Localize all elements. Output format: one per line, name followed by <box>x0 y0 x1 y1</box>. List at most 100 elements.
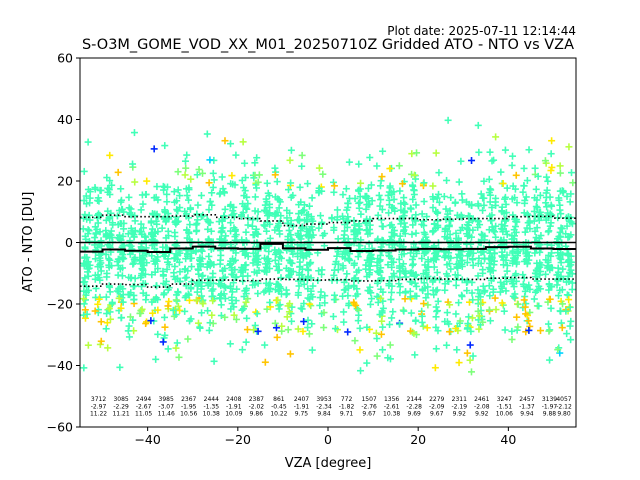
data-point <box>266 298 274 306</box>
bin-count: 2387 <box>249 396 264 403</box>
data-point <box>357 179 365 187</box>
data-point <box>333 206 341 214</box>
data-point <box>186 221 194 229</box>
data-point <box>84 138 92 146</box>
data-point <box>509 292 517 300</box>
data-point <box>377 196 385 204</box>
data-point <box>219 266 227 274</box>
data-point <box>254 208 262 216</box>
data-point <box>386 252 394 260</box>
data-point <box>479 282 487 290</box>
data-point <box>249 278 257 286</box>
data-point <box>390 188 398 196</box>
data-point <box>557 319 565 327</box>
data-point <box>376 268 384 276</box>
data-point <box>271 210 279 218</box>
data-point <box>388 221 396 229</box>
bin-mean: -2.09 <box>429 403 445 410</box>
data-point <box>531 227 539 235</box>
data-point <box>84 272 92 280</box>
data-point <box>124 327 132 335</box>
data-point <box>209 169 217 177</box>
data-point <box>363 359 371 367</box>
data-point <box>447 265 455 273</box>
data-point <box>147 317 155 325</box>
data-point <box>221 313 229 321</box>
data-point <box>339 292 347 300</box>
data-point <box>283 313 291 321</box>
bin-std: 10.56 <box>180 411 197 418</box>
data-point <box>102 227 110 235</box>
data-point <box>79 225 87 233</box>
data-point <box>420 300 428 308</box>
data-point <box>304 266 312 274</box>
data-point <box>533 204 541 212</box>
data-point <box>547 167 555 175</box>
data-point <box>248 222 256 230</box>
data-point <box>379 147 387 155</box>
data-point <box>356 198 364 206</box>
data-point <box>524 248 532 256</box>
data-point <box>229 207 237 215</box>
data-point <box>95 274 103 282</box>
data-point <box>479 231 487 239</box>
bin-stat: 772-1.829.71 <box>339 396 355 418</box>
data-point <box>186 254 194 262</box>
data-point <box>486 317 494 325</box>
data-point <box>353 268 361 276</box>
data-point <box>497 168 505 176</box>
data-point <box>137 206 145 214</box>
data-point <box>209 319 217 327</box>
data-point <box>520 182 528 190</box>
data-point <box>188 278 196 286</box>
data-point <box>497 242 505 250</box>
data-point <box>434 327 442 335</box>
bin-mean: -1.91 <box>226 403 242 410</box>
data-point <box>373 162 381 170</box>
data-point <box>479 206 487 214</box>
data-point <box>509 280 517 288</box>
data-point <box>477 259 485 267</box>
data-point <box>410 171 418 179</box>
bin-count: 772 <box>341 396 353 403</box>
data-point <box>196 323 204 331</box>
bin-stat: 2407-1.919.75 <box>294 396 310 418</box>
data-point <box>373 292 381 300</box>
data-point <box>233 285 241 293</box>
data-point <box>217 282 225 290</box>
data-point <box>379 288 387 296</box>
bin-mean: -1.82 <box>339 403 355 410</box>
bin-count: 2494 <box>136 396 151 403</box>
data-point <box>390 258 398 266</box>
data-point <box>433 268 441 276</box>
data-point <box>120 255 128 263</box>
data-point <box>205 326 213 334</box>
data-point <box>365 271 373 279</box>
data-point <box>375 191 383 199</box>
bin-std: 9.67 <box>362 411 376 418</box>
data-point <box>151 260 159 268</box>
data-point <box>400 307 408 315</box>
y-tick-label: 40 <box>57 112 73 127</box>
data-point <box>531 164 539 172</box>
data-point <box>261 254 269 262</box>
data-point <box>566 322 574 330</box>
data-point <box>261 358 269 366</box>
data-point <box>204 225 212 233</box>
data-point <box>399 227 407 235</box>
bin-stat: 2311-2.199.92 <box>452 396 468 418</box>
data-point <box>500 261 508 269</box>
data-point <box>366 221 374 229</box>
data-point <box>503 251 511 259</box>
data-point <box>185 196 193 204</box>
data-point <box>492 222 500 230</box>
data-point <box>304 210 312 218</box>
data-point <box>502 216 510 224</box>
data-point <box>536 327 544 335</box>
data-point <box>237 211 245 219</box>
data-point <box>401 200 409 208</box>
data-point <box>500 280 508 288</box>
data-point <box>125 193 133 201</box>
bin-count: 1507 <box>361 396 376 403</box>
